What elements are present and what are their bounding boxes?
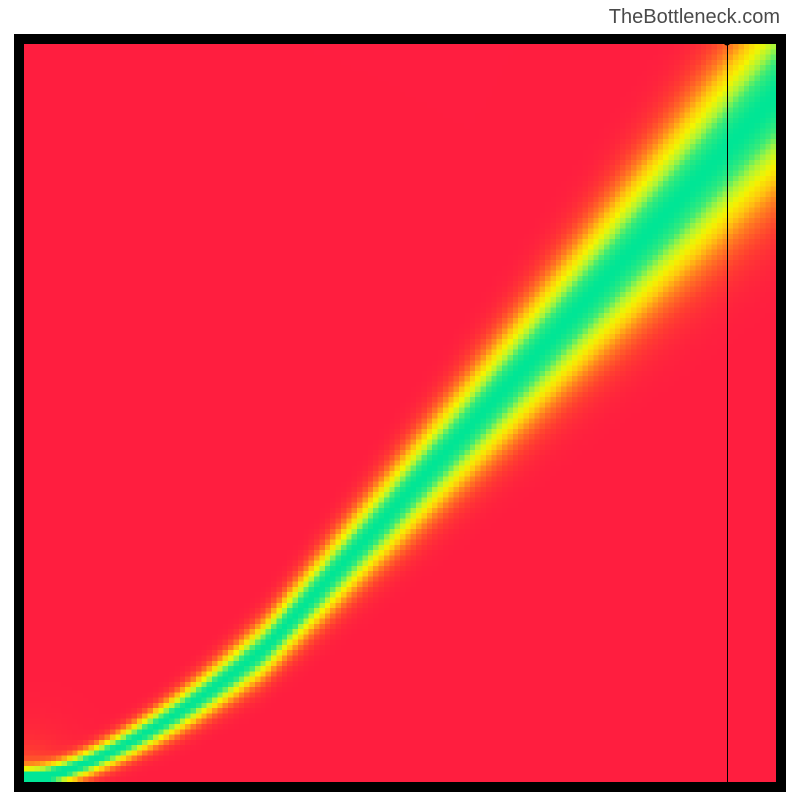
marker-dot bbox=[724, 39, 731, 46]
marker-vertical-line bbox=[727, 44, 728, 782]
heatmap-canvas bbox=[24, 44, 776, 782]
watermark-text: TheBottleneck.com bbox=[609, 6, 780, 29]
heatmap-plot bbox=[14, 34, 786, 792]
